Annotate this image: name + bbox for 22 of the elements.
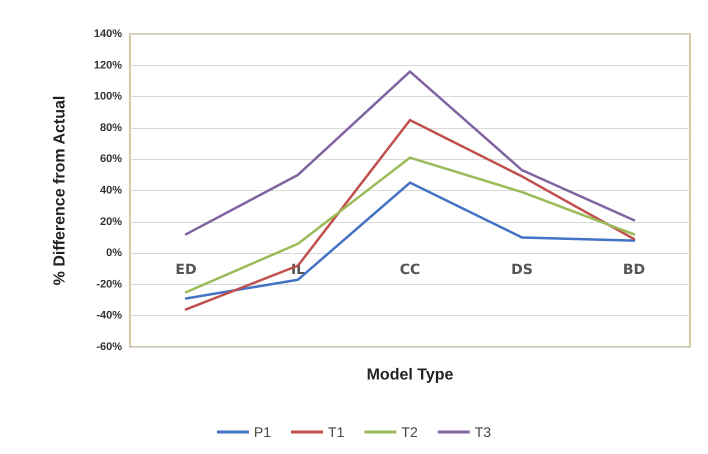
x-tick-label: BD xyxy=(622,262,646,278)
y-tick-label: -60% xyxy=(96,341,122,353)
x-axis-title: Model Type xyxy=(366,366,454,384)
y-axis-title: % Difference from Actual xyxy=(52,96,68,286)
legend-label: P1 xyxy=(254,424,272,440)
y-tick-label: 80% xyxy=(100,122,122,134)
y-tick-label: 140% xyxy=(94,28,122,40)
legend-label: T1 xyxy=(328,424,345,440)
y-tick-label: 120% xyxy=(94,59,122,72)
y-tick-label: -20% xyxy=(96,278,122,290)
x-tick-label: DS xyxy=(511,262,533,278)
y-tick-label: 0% xyxy=(106,247,122,260)
legend-label: T2 xyxy=(401,424,418,440)
line-series xyxy=(184,70,636,236)
y-tick-label: 100% xyxy=(94,90,122,103)
x-tick-label: ED xyxy=(175,262,197,278)
y-tick-label: 40% xyxy=(100,184,122,196)
y-tick-label: 60% xyxy=(100,153,122,166)
y-tick-label: 20% xyxy=(100,216,122,228)
legend-label: T3 xyxy=(474,424,492,440)
y-tick-label: -40% xyxy=(96,310,122,322)
x-tick-label: CC xyxy=(400,262,420,278)
